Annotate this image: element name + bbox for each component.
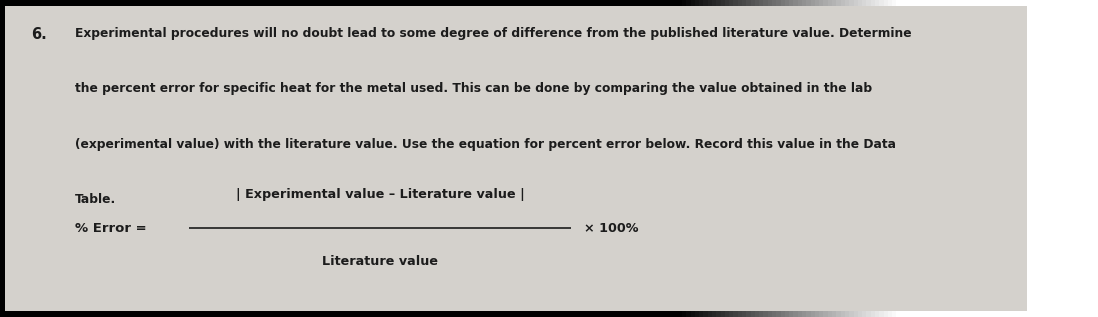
Text: Literature value: Literature value bbox=[322, 255, 438, 268]
Text: % Error =: % Error = bbox=[75, 222, 150, 235]
Text: (experimental value) with the literature value. Use the equation for percent err: (experimental value) with the literature… bbox=[75, 138, 896, 151]
Text: | Experimental value – Literature value |: | Experimental value – Literature value … bbox=[236, 188, 524, 201]
Text: 6.: 6. bbox=[31, 27, 46, 42]
Text: × 100%: × 100% bbox=[584, 222, 639, 235]
FancyBboxPatch shape bbox=[5, 6, 1027, 311]
Text: the percent error for specific heat for the metal used. This can be done by comp: the percent error for specific heat for … bbox=[75, 82, 872, 95]
Text: Experimental procedures will no doubt lead to some degree of difference from the: Experimental procedures will no doubt le… bbox=[75, 27, 911, 40]
Text: Table.: Table. bbox=[75, 193, 116, 206]
